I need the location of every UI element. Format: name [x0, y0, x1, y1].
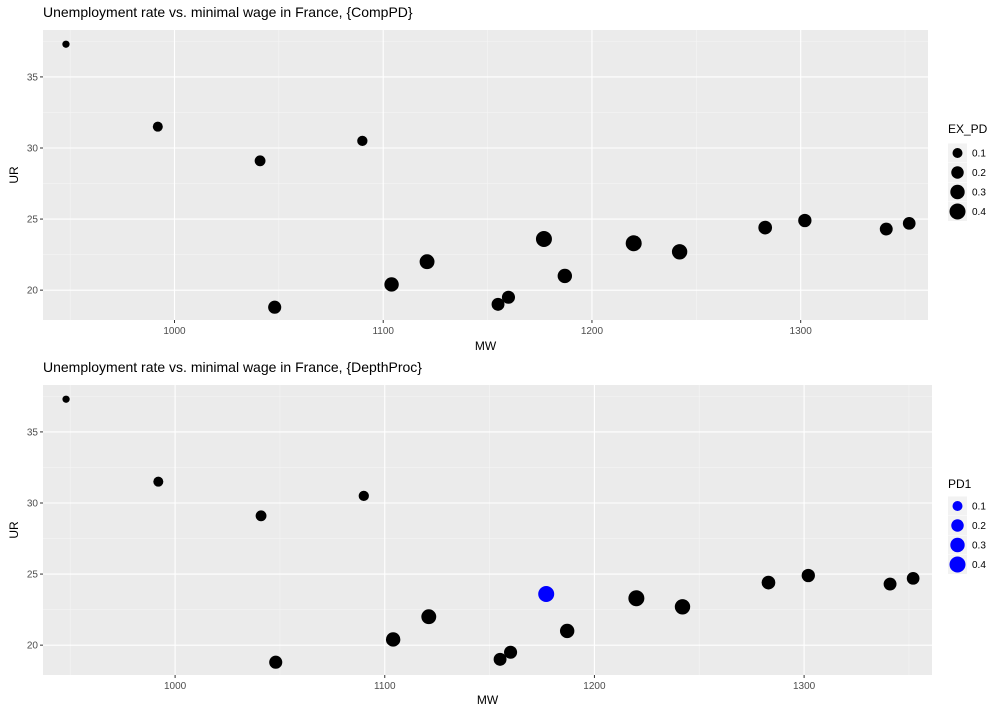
data-point [758, 220, 773, 235]
data-point [419, 254, 435, 270]
y-tick-label: 30 [27, 498, 39, 509]
data-point [538, 585, 555, 602]
data-point [671, 244, 688, 260]
data-point [491, 297, 505, 311]
data-point [559, 623, 575, 639]
data-point [535, 230, 552, 247]
x-tick-label: 1300 [793, 681, 816, 692]
data-point [625, 235, 642, 252]
data-point [62, 40, 70, 48]
data-point [421, 609, 437, 625]
legend-label: 0.4 [972, 560, 986, 571]
data-point [153, 476, 164, 487]
data-point [255, 510, 267, 522]
data-point [268, 300, 282, 314]
chart-title: Unemployment rate vs. minimal wage in Fr… [43, 359, 422, 375]
data-point [801, 568, 815, 583]
y-axis-label: UR [7, 166, 21, 184]
x-axis-label: MW [477, 693, 499, 707]
data-point [269, 655, 283, 669]
x-tick-label: 1100 [374, 681, 396, 692]
legend-title: PD1 [948, 477, 972, 491]
y-tick-label: 20 [27, 286, 39, 297]
legend-label: 0.1 [972, 502, 986, 513]
chart-title: Unemployment rate vs. minimal wage in Fr… [43, 4, 413, 20]
data-point [62, 395, 70, 403]
data-point [152, 121, 163, 132]
data-point [879, 222, 893, 236]
data-point [357, 135, 368, 147]
legend-symbol [949, 203, 966, 220]
legend-label: 0.3 [972, 188, 986, 199]
data-point [385, 632, 401, 647]
y-tick-label: 35 [27, 427, 39, 438]
x-tick-label: 1000 [164, 681, 187, 692]
y-tick-label: 25 [27, 570, 39, 581]
legend-symbol [950, 184, 965, 200]
x-tick-label: 1000 [163, 326, 186, 337]
x-tick-label: 1300 [790, 326, 813, 337]
y-tick-label: 35 [27, 72, 39, 83]
legend-label: 0.2 [972, 521, 986, 532]
legend-symbol [950, 537, 965, 553]
legend-symbol [951, 166, 964, 179]
legend-symbol [949, 556, 966, 573]
data-point [254, 155, 266, 167]
x-tick-label: 1100 [372, 326, 394, 337]
legend-symbol [952, 148, 963, 158]
x-tick-label: 1200 [583, 681, 606, 692]
plot-panel [43, 385, 932, 675]
legend-label: 0.1 [972, 149, 986, 160]
chart-panel-2: Unemployment rate vs. minimal wage in Fr… [7, 359, 986, 707]
data-point [493, 652, 507, 666]
data-point [501, 290, 516, 304]
y-axis-label: UR [7, 521, 21, 539]
x-axis-label: MW [475, 339, 497, 353]
data-point [557, 268, 573, 284]
y-tick-label: 25 [27, 215, 39, 226]
legend-symbol [951, 519, 964, 532]
data-point [761, 575, 776, 590]
data-point [358, 490, 369, 502]
data-point [902, 216, 916, 230]
legend-symbol [952, 501, 963, 511]
plot-panel [43, 30, 928, 320]
y-tick-label: 20 [27, 641, 39, 652]
data-point [384, 277, 399, 292]
data-point [883, 577, 897, 591]
legend-label: 0.4 [972, 207, 986, 218]
legend-title: EX_PD [948, 122, 988, 136]
y-tick-label: 30 [27, 143, 39, 154]
legend-label: 0.2 [972, 168, 986, 179]
data-point [906, 571, 920, 585]
x-tick-label: 1200 [581, 326, 604, 337]
legend-label: 0.3 [972, 541, 986, 552]
data-point [504, 645, 518, 659]
chart-panel-1: Unemployment rate vs. minimal wage in Fr… [7, 4, 988, 353]
data-point [628, 590, 645, 607]
data-point [674, 599, 691, 615]
data-point [798, 213, 812, 228]
